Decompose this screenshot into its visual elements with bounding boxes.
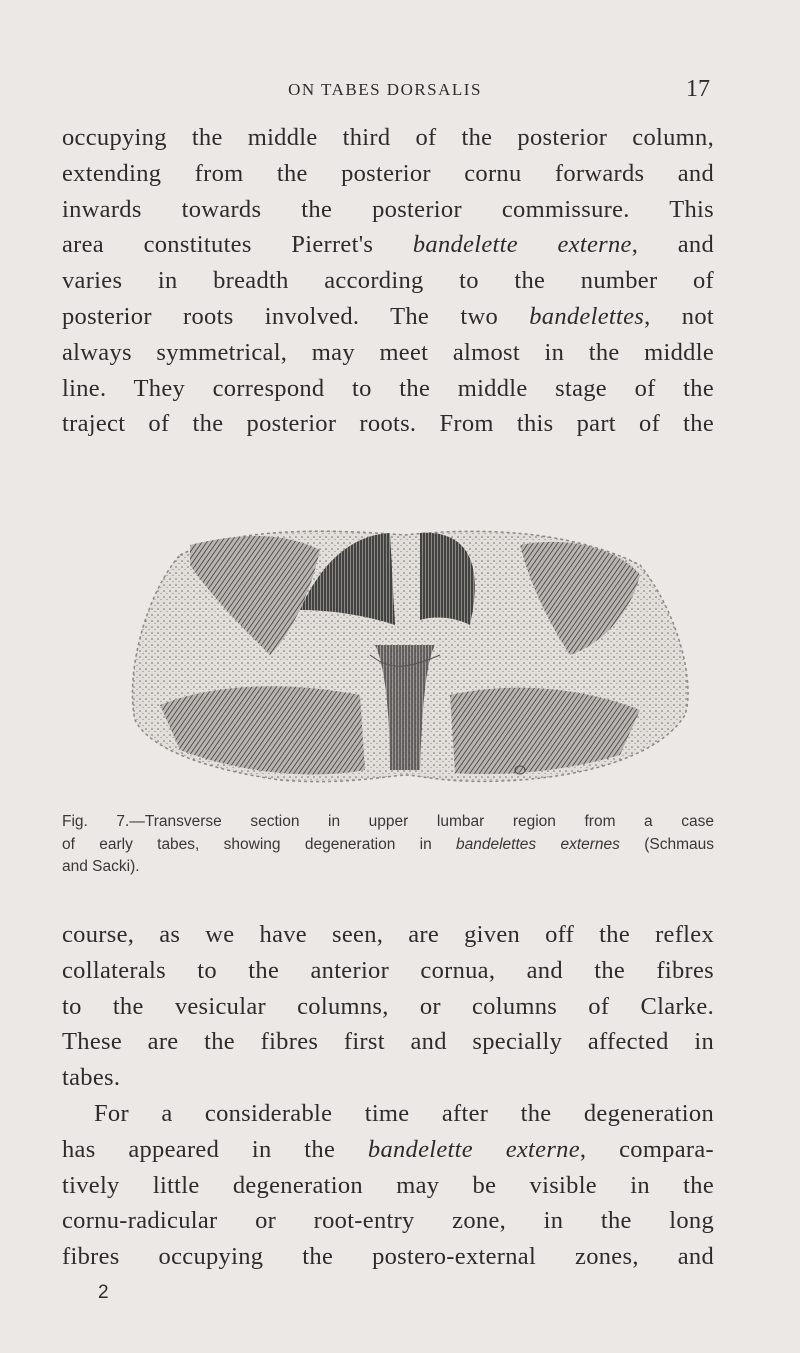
text-run: tabes. <box>62 1064 121 1092</box>
text-run: occupying the middle third of the poster… <box>62 124 714 151</box>
text-run: of early tabes, showing degeneration in <box>62 835 457 853</box>
text-run: always symmetrical, may meet almost in t… <box>62 338 714 366</box>
text-line: tabes. <box>62 1063 714 1093</box>
text-run: and Sacki). <box>62 858 140 875</box>
text-line: line. They correspond to the middle stag… <box>62 374 714 404</box>
text-run: Fig. 7.—Transverse section in upper lumb… <box>62 813 714 830</box>
text-run: (Schmaus <box>619 835 714 853</box>
text-line: cornu-radicular or root-entry zone, in t… <box>62 1206 714 1236</box>
italic-text: bandelettes externes <box>456 835 620 853</box>
text-run: fibres occupying the postero-external zo… <box>62 1243 714 1271</box>
text-line: Fig. 7.—Transverse section in upper lumb… <box>62 812 714 832</box>
text-line: and Sacki). <box>62 857 714 877</box>
text-line: collaterals to the anterior cornua, and … <box>62 956 714 986</box>
text-run: course, as we have seen, are given off t… <box>62 921 714 948</box>
text-line: of early tabes, showing degeneration in … <box>62 835 714 855</box>
italic-text: bandelettes <box>529 303 645 330</box>
text-run: , and <box>631 231 714 259</box>
text-run: traject of the posterior roots. From thi… <box>62 410 714 438</box>
text-run: For a considerable time after the degene… <box>94 1100 714 1127</box>
text-line: posterior roots involved. The two bandel… <box>62 302 714 332</box>
text-line: to the vesicular columns, or columns of … <box>62 992 714 1022</box>
text-run: inwards towards the posterior commissure… <box>62 195 714 223</box>
text-run: collaterals to the anterior cornua, and … <box>62 956 714 984</box>
text-run: tively little degeneration may be visibl… <box>62 1171 714 1199</box>
italic-text: bandelette externe <box>367 1135 580 1163</box>
italic-text: bandelette externe <box>412 231 632 259</box>
text-run: to the vesicular columns, or columns of … <box>62 992 714 1020</box>
text-line: traject of the posterior roots. From thi… <box>62 409 714 439</box>
text-line: varies in breadth according to the numbe… <box>62 266 714 296</box>
text-line: has appeared in the bandelette externe, … <box>62 1135 714 1165</box>
text-run: , not <box>644 303 714 330</box>
text-run: line. They correspond to the middle stag… <box>62 374 714 402</box>
text-line: occupying the middle third of the poster… <box>62 123 714 153</box>
signature-mark: 2 <box>98 1282 109 1303</box>
text-run: , compara- <box>579 1135 714 1163</box>
running-head: ON TABES DORSALIS <box>288 80 482 99</box>
text-line: For a considerable time after the degene… <box>62 1099 714 1129</box>
text-line: course, as we have seen, are given off t… <box>62 920 714 950</box>
text-line: area constitutes Pierret's bandelette ex… <box>62 230 714 260</box>
text-run: cornu-radicular or root-entry zone, in t… <box>62 1207 714 1235</box>
text-run: These are the fibres first and specially… <box>62 1028 714 1056</box>
text-line: extending from the posterior cornu forwa… <box>62 159 714 189</box>
page-number: 17 <box>686 76 710 102</box>
text-run: varies in breadth according to the numbe… <box>62 267 714 295</box>
text-run: has appeared in the <box>62 1135 368 1163</box>
text-run: area constitutes Pierret's <box>62 231 413 259</box>
text-line: fibres occupying the postero-external zo… <box>62 1242 714 1272</box>
text-line: tively little degeneration may be visibl… <box>62 1171 714 1201</box>
text-run: posterior roots involved. The two <box>62 303 530 330</box>
text-line: inwards towards the posterior commissure… <box>62 195 714 225</box>
text-line: These are the fibres first and specially… <box>62 1027 714 1057</box>
figure-illustration <box>131 530 689 783</box>
text-line: always symmetrical, may meet almost in t… <box>62 338 714 368</box>
text-run: extending from the posterior cornu forwa… <box>62 159 714 187</box>
